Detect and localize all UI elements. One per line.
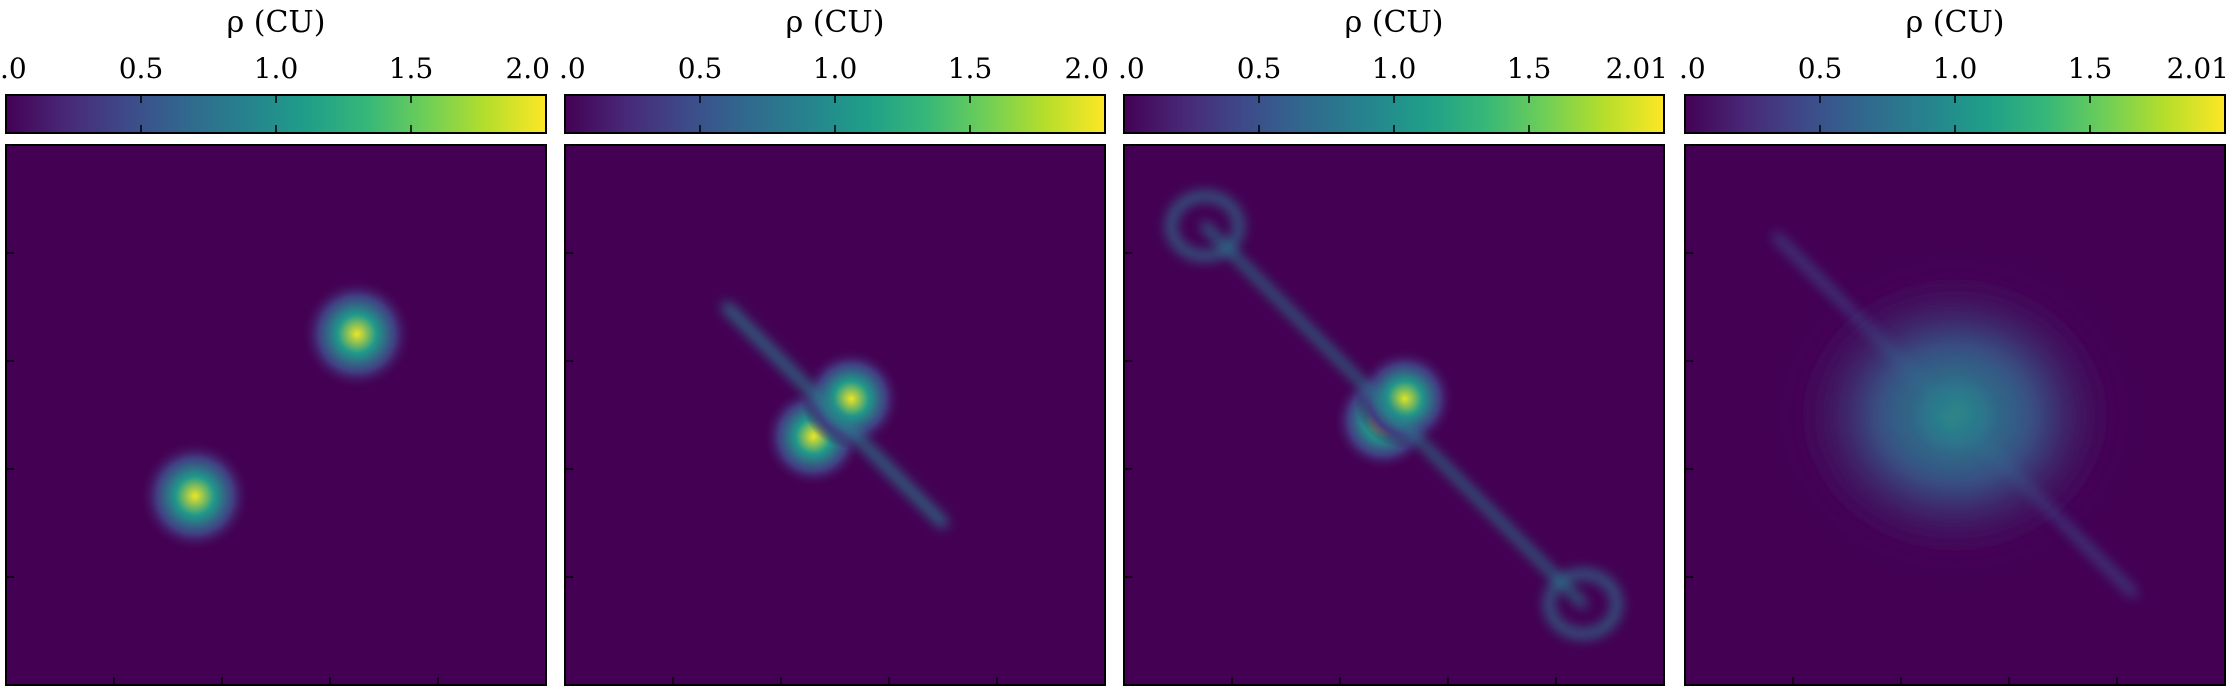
colorbar-tick-label: 1.0 (254, 52, 299, 85)
axes-frame (1684, 144, 2226, 686)
density-blob (1354, 348, 1455, 449)
colorbar-tick-label: 1.0 (813, 52, 858, 85)
colorbar-tick-label: .0 (1118, 52, 1145, 85)
colorbar-tick-label: 0.5 (1798, 52, 1843, 85)
density-jet (1201, 222, 1587, 608)
colorbar-tick-label: 1.0 (1372, 52, 1417, 85)
density-blob (302, 279, 412, 389)
colorbar-tick-label: 1.5 (948, 52, 993, 85)
density-blob (140, 441, 250, 551)
colorbar-tick-label: 0.5 (1237, 52, 1282, 85)
axes-frame (564, 144, 1106, 686)
colorbar-tick-label: 2.0 (505, 52, 550, 85)
density-map (1685, 145, 2225, 685)
colorbar-tick-label: 1.0 (1933, 52, 1978, 85)
colorbar-tick-label: 1.5 (389, 52, 434, 85)
colorbar-tick-label: .0 (1679, 52, 1706, 85)
density-cap (1544, 569, 1622, 639)
colorbar-label: ρ (CU) (227, 5, 326, 40)
colorbar-label: ρ (CU) (1345, 5, 1444, 40)
panel-4: ρ (CU) .0 0.5 1.0 1.5 2.01 (1679, 5, 2229, 686)
colorbar-tick-label: 0.5 (678, 52, 723, 85)
colorbar-tick-label: .0 (559, 52, 586, 85)
colorbar-tick-label: 2.01 (2167, 52, 2229, 85)
axes-frame (1123, 144, 1665, 686)
colorbar-tick-label: 1.5 (2068, 52, 2113, 85)
colorbar-tick-label: 0.5 (119, 52, 164, 85)
density-map (1124, 145, 1664, 685)
panel-2: ρ (CU) .0 0.5 1.0 1.5 2.0 (559, 5, 1109, 686)
density-map (565, 145, 1105, 685)
colorbar-tick-label: 1.5 (1507, 52, 1552, 85)
panel-1: ρ (CU) .0 0.5 1.0 1.5 2.0 (0, 5, 550, 686)
colorbar-tick-label: 2.0 (1064, 52, 1109, 85)
colorbar-tick-label: 2.01 (1606, 52, 1668, 85)
colorbar-label: ρ (CU) (1906, 5, 2005, 40)
axes-frame (5, 144, 547, 686)
panel-3: ρ (CU) .0 0.5 1.0 1.5 2.01 (1118, 5, 1668, 686)
colorbar-tick-label: .0 (0, 52, 27, 85)
density-background (6, 145, 546, 685)
density-cap (1166, 191, 1244, 261)
colorbar-label: ρ (CU) (786, 5, 885, 40)
density-blob (801, 348, 902, 449)
density-halo (1785, 265, 2125, 565)
density-jet (722, 302, 948, 528)
density-map (6, 145, 546, 685)
